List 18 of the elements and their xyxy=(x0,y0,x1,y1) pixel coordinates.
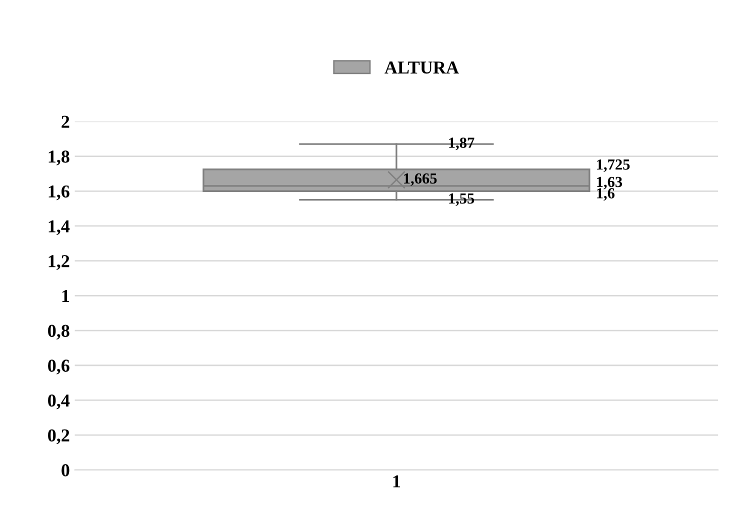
y-tick-label: 1 xyxy=(62,290,70,302)
y-tick-label: 1,8 xyxy=(48,150,70,166)
text: 1,87 xyxy=(449,138,474,150)
y-tick-label: 0,6 xyxy=(48,360,70,374)
legend-label: ALTURA xyxy=(384,62,459,74)
text: 1,55 xyxy=(449,193,474,206)
y-tick-label: 1,4 xyxy=(48,220,70,236)
y-tick-label: 0,8 xyxy=(48,324,70,340)
text: 1,6 xyxy=(597,188,615,201)
y-tick-label: 1,6 xyxy=(48,185,70,200)
y-tick-label: 1,2 xyxy=(48,255,70,270)
y-tick-label: 2 xyxy=(62,116,70,128)
text: 1,725 xyxy=(597,159,630,172)
y-tick-label: 0,4 xyxy=(48,394,70,410)
y-tick-label: 0 xyxy=(62,464,70,476)
y-tick-label: 0,2 xyxy=(48,429,70,444)
text: 1,665 xyxy=(404,173,437,186)
text: 1,63 xyxy=(597,176,622,190)
